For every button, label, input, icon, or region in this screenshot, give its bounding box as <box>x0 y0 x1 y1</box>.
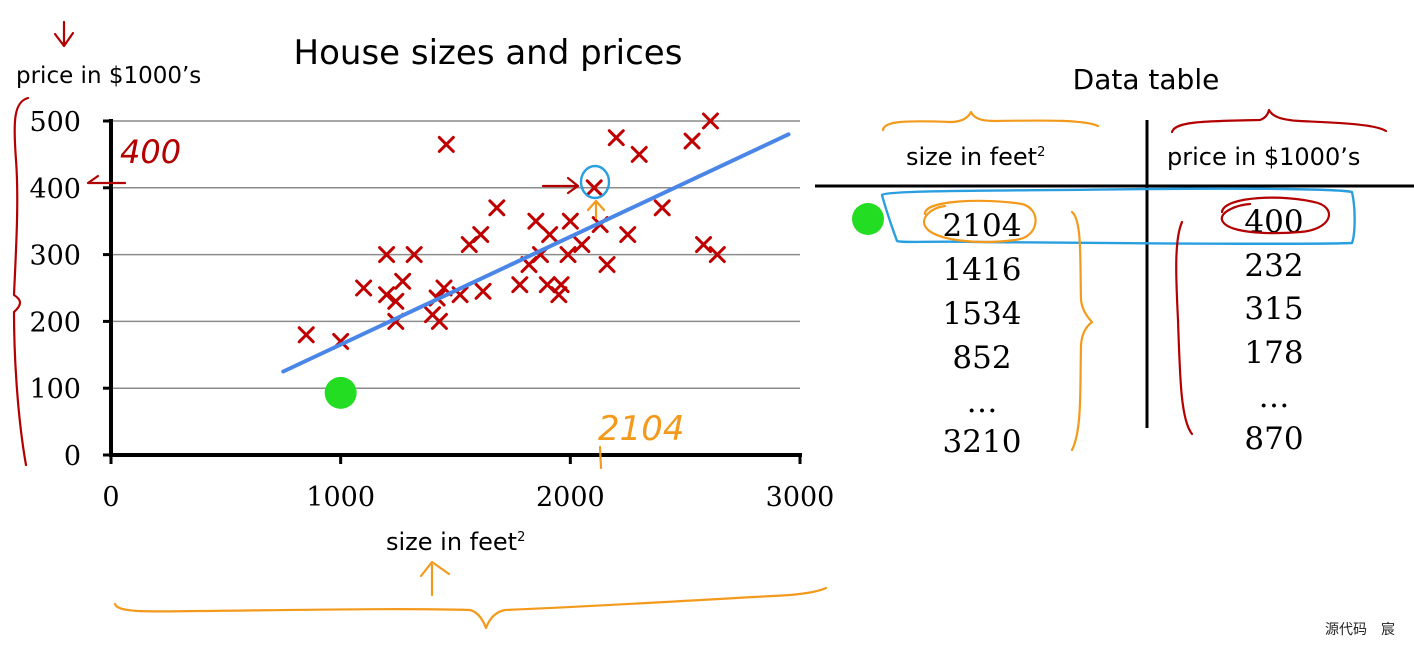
y-tick-label: 200 <box>29 307 81 338</box>
data-point-marker <box>607 129 625 147</box>
data-point-marker <box>683 132 701 150</box>
x-axis-brace-annotation <box>113 586 828 630</box>
table-cell: 315 <box>1244 291 1303 327</box>
table-header-size-superscript: 2 <box>1037 145 1045 160</box>
new-point-dot <box>324 376 357 409</box>
data-point-marker <box>701 112 719 130</box>
size-column-brace-annotation <box>1070 210 1094 452</box>
data-point-marker <box>474 282 492 300</box>
fit-line <box>281 132 791 374</box>
table-title: Data table <box>1073 63 1220 96</box>
x-tick-label: 0 <box>102 482 119 513</box>
table-cell: 400 <box>1244 204 1303 240</box>
handwritten-2104: 2104 <box>598 409 685 449</box>
table-cell: … <box>1259 379 1290 415</box>
x-axis-label-superscript: 2 <box>517 530 525 545</box>
data-point-marker <box>630 145 648 163</box>
data-point-marker <box>378 246 396 264</box>
data-point-marker <box>561 212 579 230</box>
x-axis-label-text: size in feet <box>386 528 517 556</box>
price-column-brace-annotation <box>1175 220 1194 436</box>
down-arrow-annotation <box>53 20 75 48</box>
chart-annotations: 400 2104 <box>12 20 828 630</box>
y-tick-labels: 0 100 200 300 400 500 <box>29 107 81 472</box>
data-point-marker <box>541 226 559 244</box>
data-point-marker <box>598 256 616 274</box>
y-tick-label: 400 <box>29 174 81 205</box>
data-point-marker <box>559 246 577 264</box>
table-cell: 3210 <box>943 424 1022 460</box>
highlight-circle-annotation <box>579 164 611 200</box>
point-arrow-annotation <box>541 176 580 195</box>
data-point-marker <box>653 199 671 217</box>
row-highlight-box-annotation <box>880 187 1356 246</box>
y-tick-label: 100 <box>29 374 81 405</box>
watermark: 源代码 宸 <box>1325 621 1395 638</box>
x-2104-tick-annotation <box>598 445 603 470</box>
data-point-marker <box>387 292 405 310</box>
data-point-marker <box>585 179 603 197</box>
table-col-price: 400 232 315 178 … 870 <box>1244 204 1303 457</box>
table-header-price: price in $1000’s <box>1167 143 1360 171</box>
table-header-size-text: size in feet <box>906 143 1037 171</box>
data-point-marker <box>511 276 529 294</box>
x-axis-label: size in feet2 <box>386 528 525 556</box>
y-axis-brace-annotation <box>12 96 30 467</box>
data-table: Data table size in feet2 price in $1000’… <box>815 63 1414 460</box>
data-point-marker <box>394 272 412 290</box>
data-point-marker <box>573 236 591 254</box>
y-tick-label: 0 <box>64 441 81 472</box>
y-tick-label: 500 <box>29 107 81 138</box>
data-point-marker <box>619 226 637 244</box>
table-annotations <box>852 108 1388 452</box>
point-up-arrow-annotation <box>586 199 606 220</box>
data-point-marker <box>552 276 570 294</box>
data-point-marker <box>355 279 373 297</box>
data-point-marker <box>405 246 423 264</box>
table-cell: 1416 <box>943 252 1022 288</box>
x-label-arrow-annotation <box>419 560 451 597</box>
scatter-chart: House sizes and prices price in $1000’s … <box>16 33 834 556</box>
table-cell: 1534 <box>943 296 1022 332</box>
y-400-arrow-annotation <box>86 174 127 185</box>
chart-title: House sizes and prices <box>294 33 683 73</box>
data-point-marker <box>430 312 448 330</box>
data-point-marker <box>437 135 455 153</box>
table-cell: 2104 <box>943 208 1022 244</box>
x-tick-labels: 0 1000 2000 3000 <box>102 482 834 513</box>
data-point-marker <box>297 326 315 344</box>
table-cell: 852 <box>952 340 1011 376</box>
table-cell: … <box>967 384 998 420</box>
table-cell: 178 <box>1244 335 1303 371</box>
value-2104-circle-annotation <box>922 199 1037 243</box>
price-header-brace-annotation <box>1170 108 1388 134</box>
x-tick-label: 3000 <box>766 482 835 513</box>
table-cell: 232 <box>1244 248 1303 284</box>
x-tick-label: 2000 <box>536 482 605 513</box>
data-point-marker <box>488 199 506 217</box>
data-point-marker <box>695 236 713 254</box>
table-green-dot <box>852 203 884 235</box>
data-point-marker <box>472 226 490 244</box>
gridlines <box>111 120 800 389</box>
table-header-size: size in feet2 <box>906 143 1045 171</box>
handwritten-400: 400 <box>120 133 181 171</box>
x-tick-label: 1000 <box>306 482 375 513</box>
data-point-marker <box>708 246 726 264</box>
table-col-size: 2104 1416 1534 852 … 3210 <box>943 208 1022 460</box>
data-points <box>297 112 726 350</box>
data-point-marker <box>527 212 545 230</box>
y-tick-label: 300 <box>29 241 81 272</box>
size-header-brace-annotation <box>881 110 1100 132</box>
axes <box>103 119 802 464</box>
y-axis-label: price in $1000’s <box>16 63 201 89</box>
table-cell: 870 <box>1244 421 1303 457</box>
value-400-circle-annotation <box>1220 196 1330 235</box>
data-point-marker <box>378 286 396 304</box>
